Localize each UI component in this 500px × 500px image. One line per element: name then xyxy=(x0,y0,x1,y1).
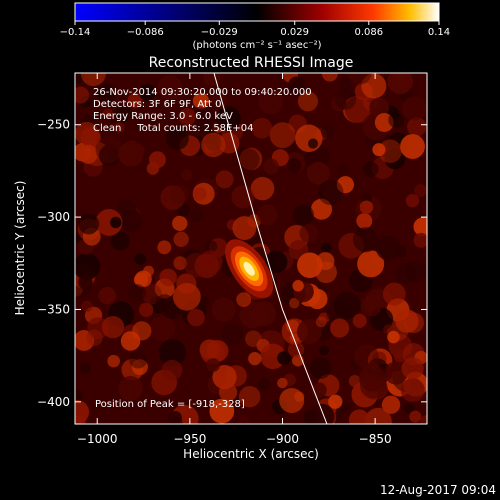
colorbar-units-label: (photons cm⁻² s⁻¹ asec⁻²) xyxy=(192,40,321,51)
plot-frame xyxy=(74,72,428,425)
solar-limb-curve xyxy=(213,73,328,424)
x-tick-label: −1000 xyxy=(77,432,118,446)
y-tick-label: −400 xyxy=(37,395,70,409)
colorbar xyxy=(74,2,440,22)
annotation-clean-counts: Clean Total counts: 2.58E+04 xyxy=(93,123,253,134)
peak-position-label: Position of Peak = [-918,-328] xyxy=(95,399,245,410)
y-tick-label: −350 xyxy=(37,302,70,316)
x-tick-label: −850 xyxy=(359,432,392,446)
colorbar-tick-label: −0.029 xyxy=(201,27,238,38)
y-tick-label: −250 xyxy=(37,118,70,132)
axis-ticks: −1000 −950 −900 −850 −400 −350 −300 −250 xyxy=(37,73,427,446)
flare-source xyxy=(225,239,274,299)
colorbar-tick-label: 0.086 xyxy=(354,27,383,38)
chart-title: Reconstructed RHESSI Image xyxy=(149,55,354,71)
annotation-detectors: Detectors: 3F 6F 9F, Att 0 xyxy=(93,99,221,110)
x-axis-label: Heliocentric X (arcsec) xyxy=(183,447,319,461)
image-noise-pattern xyxy=(75,73,427,424)
x-tick-label: −950 xyxy=(173,432,206,446)
colorbar-tick-label: 0.14 xyxy=(428,27,450,38)
annotation-energy-range: Energy Range: 3.0 - 6.0 keV xyxy=(93,111,233,122)
footer-timestamp: 12-Aug-2017 09:04 xyxy=(380,483,496,497)
annotation-time-range: 26-Nov-2014 09:30:20.000 to 09:40:20.000 xyxy=(93,87,312,98)
colorbar-tick-label: −0.086 xyxy=(127,27,164,38)
colorbar-tick-label: −0.14 xyxy=(60,27,91,38)
y-tick-label: −300 xyxy=(37,210,70,224)
y-axis-label: Heliocentric Y (arcsec) xyxy=(13,181,27,316)
colorbar-tick-label: 0.029 xyxy=(280,27,309,38)
x-tick-label: −900 xyxy=(266,432,299,446)
colorbar-ticks: −0.14 −0.086 −0.029 0.029 0.086 0.14 xyxy=(60,21,450,38)
